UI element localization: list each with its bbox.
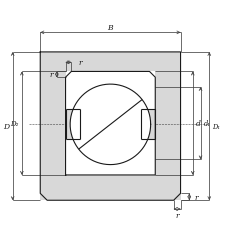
Text: D₂: D₂	[11, 120, 19, 128]
Bar	[65, 72, 155, 175]
Bar	[140, 110, 155, 140]
Text: B: B	[107, 24, 113, 31]
Bar	[40, 53, 180, 200]
Text: r: r	[49, 71, 53, 79]
Bar	[65, 110, 79, 140]
Text: D₁: D₁	[211, 123, 219, 131]
Text: d: d	[195, 120, 200, 128]
Text: D: D	[3, 123, 9, 131]
Circle shape	[70, 85, 150, 165]
Text: r: r	[78, 59, 82, 67]
Text: r: r	[174, 212, 178, 219]
Text: r: r	[194, 193, 197, 201]
Circle shape	[70, 85, 150, 165]
Text: d₁: d₁	[203, 120, 210, 128]
